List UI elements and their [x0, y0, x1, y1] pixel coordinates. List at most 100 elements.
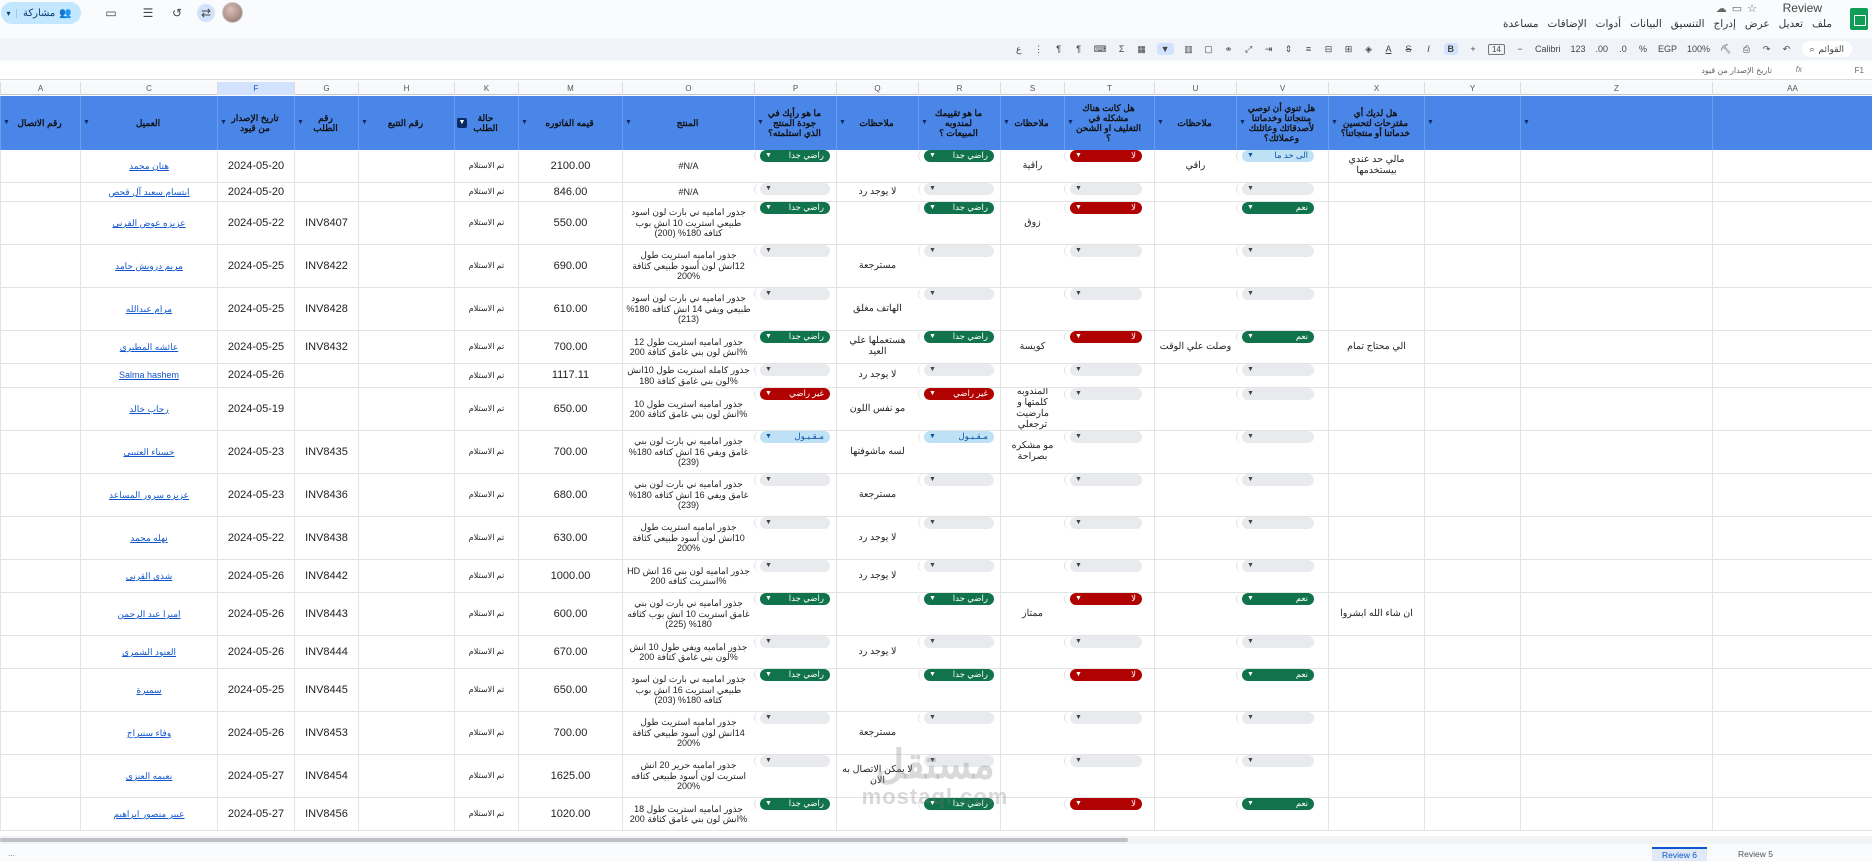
insert-chart-icon[interactable]: ▥ [1184, 43, 1193, 54]
chevron-down-icon[interactable]: ▼ [929, 151, 936, 159]
filter-icon[interactable]: ▼ [521, 119, 528, 127]
dropdown-chip[interactable]: ▼ راضي جدا [760, 669, 830, 681]
chevron-down-icon[interactable]: ▼ [929, 756, 936, 764]
dropdown-cell[interactable]: ▼ [1236, 560, 1328, 572]
dropdown-chip[interactable]: ▼ الى حد ما [1242, 150, 1314, 162]
chevron-down-icon[interactable]: ▼ [1075, 389, 1082, 397]
chevron-down-icon[interactable]: ▼ [1247, 518, 1254, 526]
filter-icon[interactable]: ▼ [1331, 119, 1338, 127]
paint-format-icon[interactable]: ⛏ [1720, 43, 1732, 54]
header-product[interactable]: ▼ المنتج [622, 96, 754, 150]
dropdown-cell[interactable]: ▼ [1064, 636, 1154, 648]
chevron-down-icon[interactable]: ▼ [1075, 637, 1082, 645]
dropdown-cell[interactable]: ▼ [1236, 474, 1328, 486]
filter-icon[interactable]: ▼ [83, 119, 90, 127]
header-quality[interactable]: ▼ ما هو رأيك في جودة المنتج الذي استلمته؟ [754, 96, 836, 150]
dropdown-cell[interactable]: ▼ نعم [1236, 669, 1328, 681]
chevron-down-icon[interactable]: ▼ [1247, 594, 1254, 602]
header-empty-y[interactable]: ▼ [1424, 96, 1520, 150]
chevron-down-icon[interactable]: ▼ [765, 203, 772, 211]
dropdown-cell[interactable]: ▼ [754, 560, 836, 572]
dropdown-cell[interactable]: ▼ [918, 183, 1000, 195]
dropdown-cell[interactable]: ▼ راضي جدا [918, 593, 1000, 605]
dropdown-cell[interactable]: ▼ لا [1064, 331, 1154, 343]
dropdown-cell[interactable]: ▼ [1236, 183, 1328, 195]
dropdown-chip[interactable]: ▼ لا [1070, 150, 1142, 162]
dropdown-chip[interactable]: ▼ [1242, 712, 1314, 724]
dropdown-chip[interactable]: ▼ راضي جدا [924, 202, 994, 214]
filter-icon[interactable]: ▼ [625, 119, 632, 127]
filter-icon[interactable]: ▼ [220, 119, 227, 127]
chevron-down-icon[interactable]: ▼ [1247, 799, 1254, 807]
filter-icon[interactable]: ▼ [297, 119, 304, 127]
dropdown-cell[interactable]: ▼ [754, 364, 836, 376]
share-button[interactable]: ▾ مشاركة 👥 [1, 2, 81, 24]
header-issue-date[interactable]: ▼ تاريخ الإصدار من قيود [217, 96, 294, 150]
dropdown-chip[interactable]: ▼ [924, 517, 994, 529]
dropdown-cell[interactable]: ▼ [1236, 388, 1328, 400]
dropdown-cell[interactable]: ▼ [918, 517, 1000, 529]
column-letter[interactable]: F [217, 82, 294, 95]
dropdown-cell[interactable]: ▼ [1064, 183, 1154, 195]
dropdown-cell[interactable]: ▼ [1064, 712, 1154, 724]
chevron-down-icon[interactable]: ▼ [765, 184, 772, 192]
more-formats[interactable]: 123 [1570, 44, 1586, 54]
chevron-down-icon[interactable]: ▼ [929, 203, 936, 211]
dropdown-cell[interactable]: ▼ نعم [1236, 331, 1328, 343]
customer-link[interactable]: سميرة [80, 669, 217, 711]
dropdown-cell[interactable]: ▼ [1064, 431, 1154, 443]
print-icon[interactable]: ⎙ [1742, 43, 1751, 54]
chevron-down-icon[interactable]: ▼ [929, 184, 936, 192]
dropdown-chip[interactable]: ▼ [760, 474, 830, 486]
menus-search[interactable]: ⌕ القوائم [1801, 41, 1852, 57]
header-tracking[interactable]: ▼ رقم التتبع [358, 96, 454, 150]
dropdown-chip[interactable]: ▼ راضي جدا [924, 798, 994, 810]
dropdown-chip[interactable]: ▼ [760, 712, 830, 724]
dropdown-chip[interactable]: ▼ راضي جدا [924, 150, 994, 162]
chevron-down-icon[interactable]: ▼ [1075, 432, 1082, 440]
filter-icon[interactable]: ▼ [3, 119, 10, 127]
dropdown-chip[interactable]: ▼ [924, 636, 994, 648]
dropdown-cell[interactable]: ▼ [754, 755, 836, 767]
column-letter[interactable]: K [454, 82, 518, 95]
dropdown-chip[interactable]: ▼ [1070, 364, 1142, 376]
dropdown-chip[interactable]: ▼ [1242, 183, 1314, 195]
vertical-align-icon[interactable]: ⇕ [1284, 43, 1293, 54]
chevron-down-icon[interactable]: ▼ [1075, 332, 1082, 340]
menu-item[interactable]: التنسيق [1670, 18, 1705, 30]
dropdown-cell[interactable]: ▼ [918, 755, 1000, 767]
dropdown-cell[interactable]: ▼ [1236, 636, 1328, 648]
customer-link[interactable]: وفاء سنيراج [80, 712, 217, 754]
dropdown-cell[interactable]: ▼ لا [1064, 593, 1154, 605]
dropdown-chip[interactable]: ▼ [924, 245, 994, 257]
dropdown-chip[interactable]: ▼ [760, 288, 830, 300]
chevron-down-icon[interactable]: ▼ [929, 713, 936, 721]
chevron-down-icon[interactable]: ▼ [1075, 713, 1082, 721]
text-color-icon[interactable]: A [1385, 44, 1392, 54]
dropdown-cell[interactable]: ▼ [1236, 517, 1328, 529]
history-icon[interactable]: ↺ [171, 6, 183, 20]
undo-icon[interactable]: ↶ [1782, 43, 1791, 54]
dropdown-cell[interactable]: ▼ راضي جدا [918, 150, 1000, 162]
customer-link[interactable]: عزيزه عوض القرني [80, 202, 217, 244]
decrease-decimal-icon[interactable]: .0 [1619, 44, 1627, 54]
dropdown-cell[interactable]: ▼ [754, 183, 836, 195]
header-shipping[interactable]: ▼ هل كانت هناك مشكله في التغليف او الشحن … [1064, 96, 1154, 150]
sheets-logo-icon[interactable] [1850, 8, 1868, 30]
dropdown-chip[interactable]: ▼ [1070, 636, 1142, 648]
menu-item[interactable]: أدوات [1595, 18, 1622, 30]
filter-active-icon[interactable]: ▼ [457, 118, 467, 128]
chevron-down-icon[interactable]: ▼ [1075, 799, 1082, 807]
dropdown-chip[interactable]: ▼ راضي جدا [924, 331, 994, 343]
dropdown-chip[interactable]: ▼ لا [1070, 798, 1142, 810]
dropdown-chip[interactable]: ▼ [760, 183, 830, 195]
filter-icon[interactable]: ▼ [1067, 119, 1074, 127]
dropdown-chip[interactable]: ▼ راضي جدا [924, 593, 994, 605]
dropdown-chip[interactable]: ▼ [924, 560, 994, 572]
dropdown-cell[interactable]: ▼ [1236, 755, 1328, 767]
dropdown-cell[interactable]: ▼ [754, 288, 836, 300]
column-letter[interactable]: S [1000, 82, 1064, 95]
dropdown-cell[interactable]: ▼ راضي جدا [918, 331, 1000, 343]
dropdown-chip[interactable]: ▼ [1242, 364, 1314, 376]
customer-link[interactable]: مريم درويش جامد [80, 245, 217, 287]
